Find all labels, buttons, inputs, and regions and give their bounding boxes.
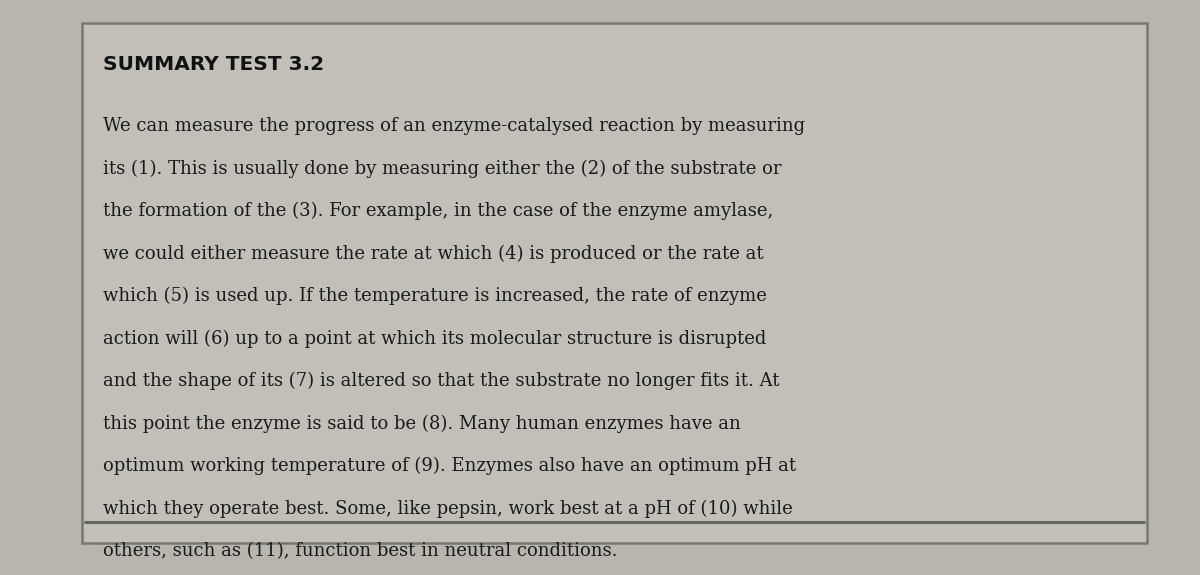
Text: which they operate best. Some, like pepsin, work best at a pH of (10) while: which they operate best. Some, like peps… <box>103 500 793 518</box>
Text: and the shape of its (7) is altered so that the substrate no longer fits it. At: and the shape of its (7) is altered so t… <box>103 372 780 390</box>
Text: We can measure the progress of an enzyme-catalysed reaction by measuring: We can measure the progress of an enzyme… <box>103 117 805 135</box>
Text: optimum working temperature of (9). Enzymes also have an optimum pH at: optimum working temperature of (9). Enzy… <box>103 457 797 476</box>
Text: others, such as (11), function best in neutral conditions.: others, such as (11), function best in n… <box>103 542 618 560</box>
Text: which (5) is used up. If the temperature is increased, the rate of enzyme: which (5) is used up. If the temperature… <box>103 287 767 305</box>
FancyBboxPatch shape <box>82 23 1147 543</box>
Text: its (1). This is usually done by measuring either the (2) of the substrate or: its (1). This is usually done by measuri… <box>103 159 781 178</box>
Text: SUMMARY TEST 3.2: SUMMARY TEST 3.2 <box>103 55 324 74</box>
Text: the formation of the (3). For example, in the case of the enzyme amylase,: the formation of the (3). For example, i… <box>103 202 774 220</box>
Text: we could either measure the rate at which (4) is produced or the rate at: we could either measure the rate at whic… <box>103 244 764 263</box>
Text: this point the enzyme is said to be (8). Many human enzymes have an: this point the enzyme is said to be (8).… <box>103 415 740 433</box>
Text: action will (6) up to a point at which its molecular structure is disrupted: action will (6) up to a point at which i… <box>103 329 767 348</box>
